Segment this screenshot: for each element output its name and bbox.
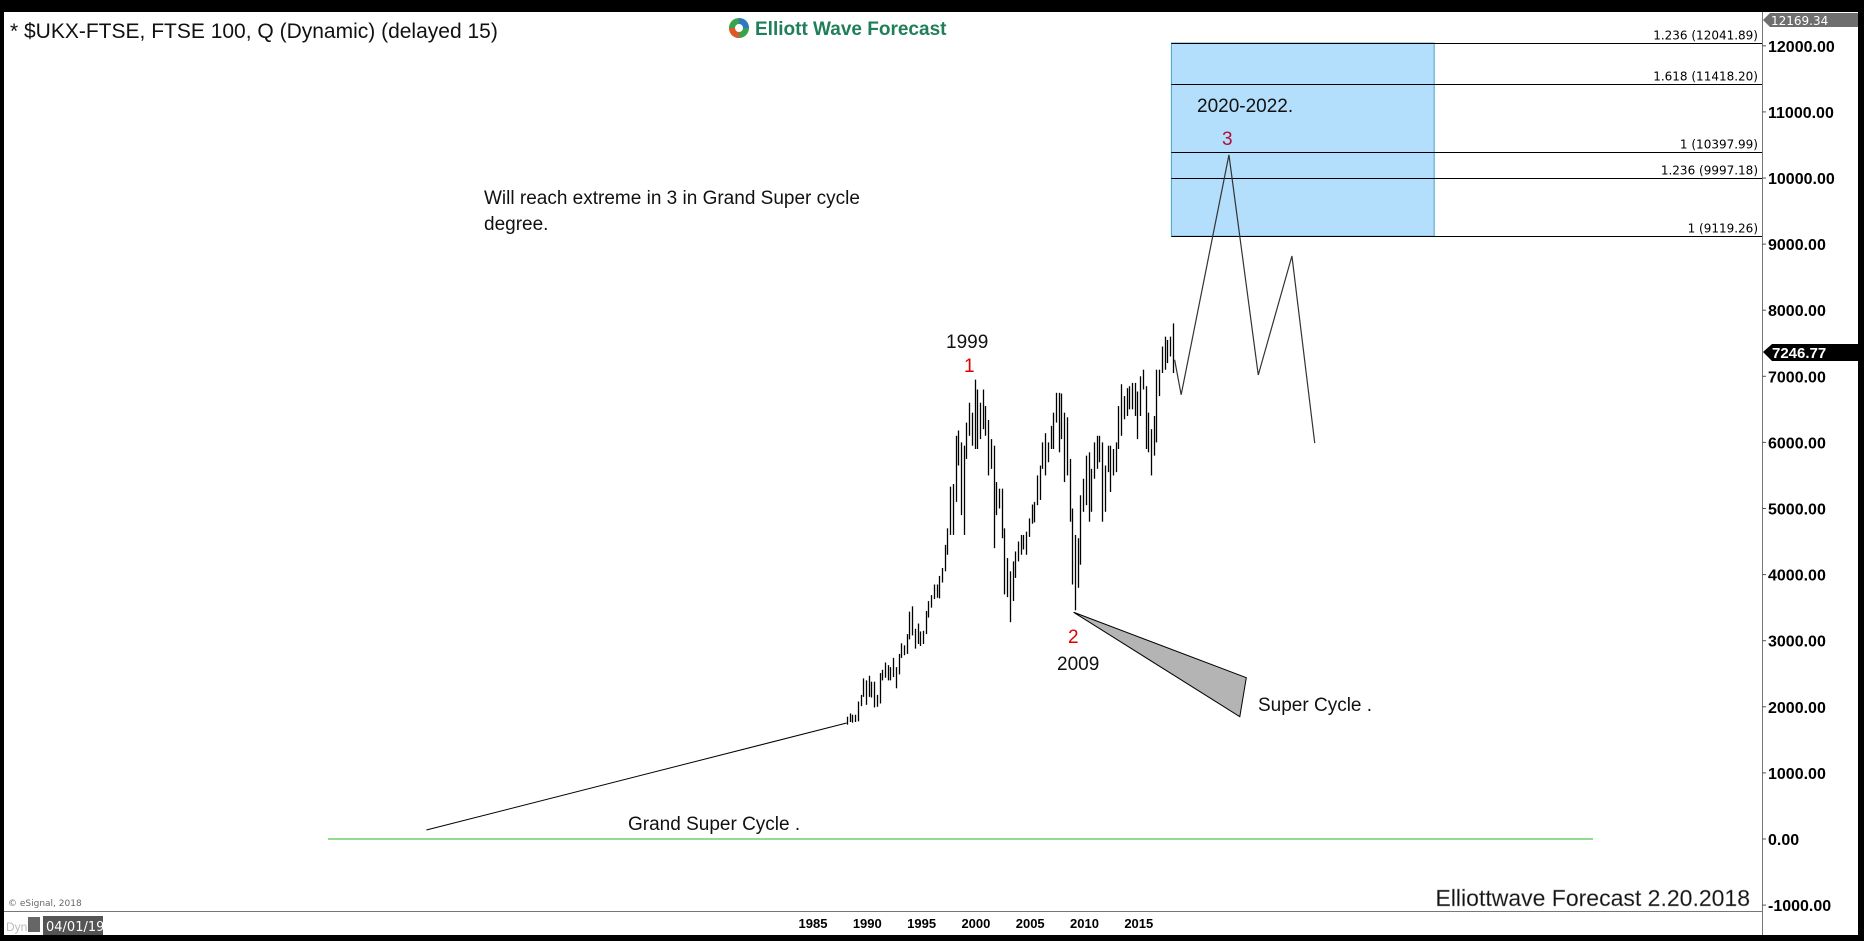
- y-tick-label: 4000.00: [1768, 568, 1826, 585]
- wave-1-label: 1: [964, 356, 975, 377]
- y-tick-label: 5000.00: [1768, 502, 1826, 519]
- high-price-tag: [1763, 13, 1858, 27]
- wave-2-label: 2: [1068, 627, 1079, 648]
- wave-3-label: 3: [1222, 129, 1233, 150]
- x-tick-label: 2000: [961, 916, 990, 931]
- y-tick-label: 6000.00: [1768, 435, 1826, 452]
- lock-icon[interactable]: [28, 917, 40, 932]
- y-tick-label: 8000.00: [1768, 303, 1826, 320]
- x-tick-label: 1985: [799, 916, 828, 931]
- fib-label: 1 (9119.26): [1688, 222, 1758, 236]
- label-2009: 2009: [1057, 654, 1099, 675]
- fib-label: 1.236 (12041.89): [1653, 29, 1758, 43]
- x-tick-label: 1995: [907, 916, 936, 931]
- super-cycle-triangle: [1073, 611, 1247, 718]
- y-tick-label: 9000.00: [1768, 237, 1826, 254]
- dyn-label[interactable]: Dyn: [6, 920, 27, 934]
- y-tick-label: 3000.00: [1768, 634, 1826, 651]
- x-tick-label: 1990: [853, 916, 882, 931]
- last-price-value: 7246.77: [1772, 345, 1826, 362]
- chart-background: [4, 12, 1858, 935]
- y-tick-label: 11000.00: [1768, 105, 1834, 122]
- fib-label: 1 (10397.99): [1680, 138, 1758, 152]
- label-super-cycle: Super Cycle .: [1258, 695, 1372, 716]
- copyright: © eSignal, 2018: [8, 899, 82, 909]
- target-box: [1170, 42, 1435, 237]
- price-bars: [846, 323, 1175, 725]
- y-tick-label: 12000.00: [1768, 39, 1835, 56]
- annotation-note: Will reach extreme in 3 in Grand Super c…: [484, 188, 860, 209]
- high-price-value: 12169.34: [1771, 14, 1828, 28]
- y-tick-label: 10000.00: [1768, 171, 1835, 188]
- watermark: Elliottwave Forecast 2.20.2018: [1435, 885, 1750, 911]
- last-price-tag: [1763, 344, 1858, 361]
- grand-super-cycle-line: [426, 722, 847, 831]
- y-tick-label: 1000.00: [1768, 766, 1826, 783]
- label-grand-super-cycle: Grand Super Cycle .: [628, 814, 800, 835]
- x-tick-label: 2015: [1124, 916, 1153, 931]
- fib-label: 1.618 (11418.20): [1653, 70, 1758, 84]
- x-tick-label: 2010: [1070, 916, 1099, 931]
- annotation-note-line2: degree.: [484, 214, 548, 235]
- logo-text: Elliott Wave Forecast: [755, 19, 947, 40]
- logo: Elliott Wave Forecast: [729, 18, 947, 40]
- y-tick-label: 2000.00: [1768, 700, 1826, 717]
- label-2020-2022: 2020-2022.: [1197, 96, 1293, 117]
- cursor-date: 04/01/1911: [46, 920, 121, 935]
- y-tick-label: 7000.00: [1768, 369, 1826, 386]
- projection-path: [1174, 154, 1316, 444]
- cursor-date-box: [43, 916, 103, 935]
- y-tick-label: 0.00: [1768, 832, 1799, 849]
- label-1999: 1999: [946, 332, 988, 353]
- chart-title: * $UKX-FTSE, FTSE 100, Q (Dynamic) (dela…: [10, 20, 498, 43]
- y-tick-label: -1000.00: [1768, 898, 1831, 915]
- fib-label: 1.236 (9997.18): [1661, 164, 1758, 178]
- x-tick-label: 2005: [1016, 916, 1045, 931]
